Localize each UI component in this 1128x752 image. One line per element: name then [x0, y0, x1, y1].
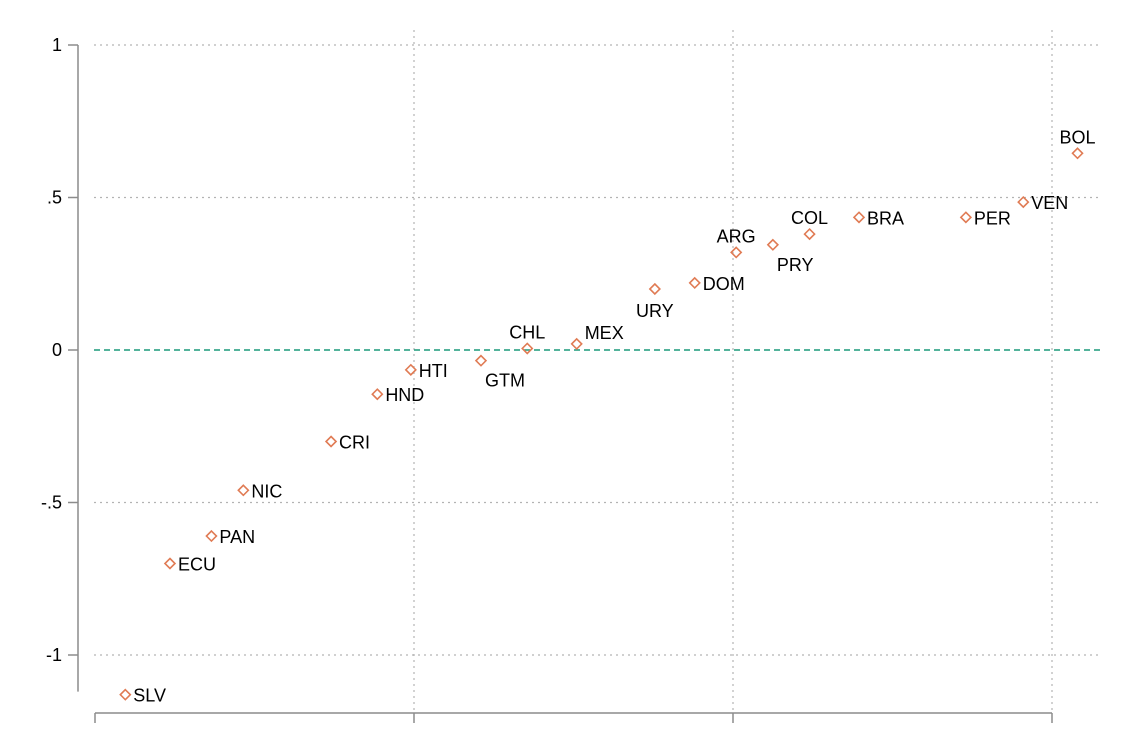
point-marker-nic	[237, 484, 250, 497]
point-label-nic: NIC	[251, 481, 282, 501]
point-label-bra: BRA	[867, 208, 904, 228]
point-marker-per	[959, 211, 973, 224]
y-tick-label: .5	[47, 188, 62, 208]
point-marker-pry	[766, 238, 780, 251]
point-marker-col	[803, 227, 816, 241]
grid-lines	[94, 30, 1100, 710]
point-marker-hti	[404, 363, 417, 376]
point-marker-bol	[1071, 147, 1084, 160]
point-label-chl: CHL	[509, 322, 545, 342]
point-label-bol: BOL	[1060, 127, 1096, 147]
point-label-pry: PRY	[777, 255, 814, 275]
point-label-mex: MEX	[585, 323, 624, 343]
point-marker-hnd	[371, 388, 384, 401]
axes: 1 .5 0 -.5 -1	[41, 35, 1053, 723]
point-label-per: PER	[974, 208, 1011, 228]
point-label-ury: URY	[636, 301, 674, 321]
point-marker-pan	[205, 529, 218, 543]
point-label-dom: DOM	[703, 274, 745, 294]
point-marker-chl	[521, 342, 534, 355]
point-label-pan: PAN	[219, 527, 255, 547]
y-tick-label: -.5	[41, 493, 62, 513]
point-marker-bra	[852, 211, 866, 224]
point-marker-dom	[688, 276, 701, 290]
point-marker-mex	[570, 337, 583, 351]
point-label-hnd: HND	[385, 385, 424, 405]
point-marker-cri	[324, 435, 338, 448]
point-marker-arg	[730, 246, 743, 259]
point-label-slv: SLV	[133, 686, 166, 706]
data-points	[119, 147, 1084, 701]
point-marker-ury	[648, 282, 661, 296]
point-label-gtm: GTM	[485, 371, 525, 391]
point-label-ecu: ECU	[178, 555, 216, 575]
point-label-cri: CRI	[339, 433, 370, 453]
point-label-ven: VEN	[1031, 193, 1068, 213]
point-marker-gtm	[474, 354, 488, 367]
y-tick-label: 0	[52, 340, 62, 360]
point-label-col: COL	[791, 208, 828, 228]
point-marker-ven	[1017, 195, 1030, 209]
point-label-hti: HTI	[419, 361, 448, 381]
point-label-arg: ARG	[717, 226, 756, 246]
point-marker-slv	[119, 688, 132, 701]
y-tick-label: 1	[52, 35, 62, 55]
y-tick-label: -1	[46, 645, 62, 665]
point-marker-ecu	[163, 557, 177, 570]
